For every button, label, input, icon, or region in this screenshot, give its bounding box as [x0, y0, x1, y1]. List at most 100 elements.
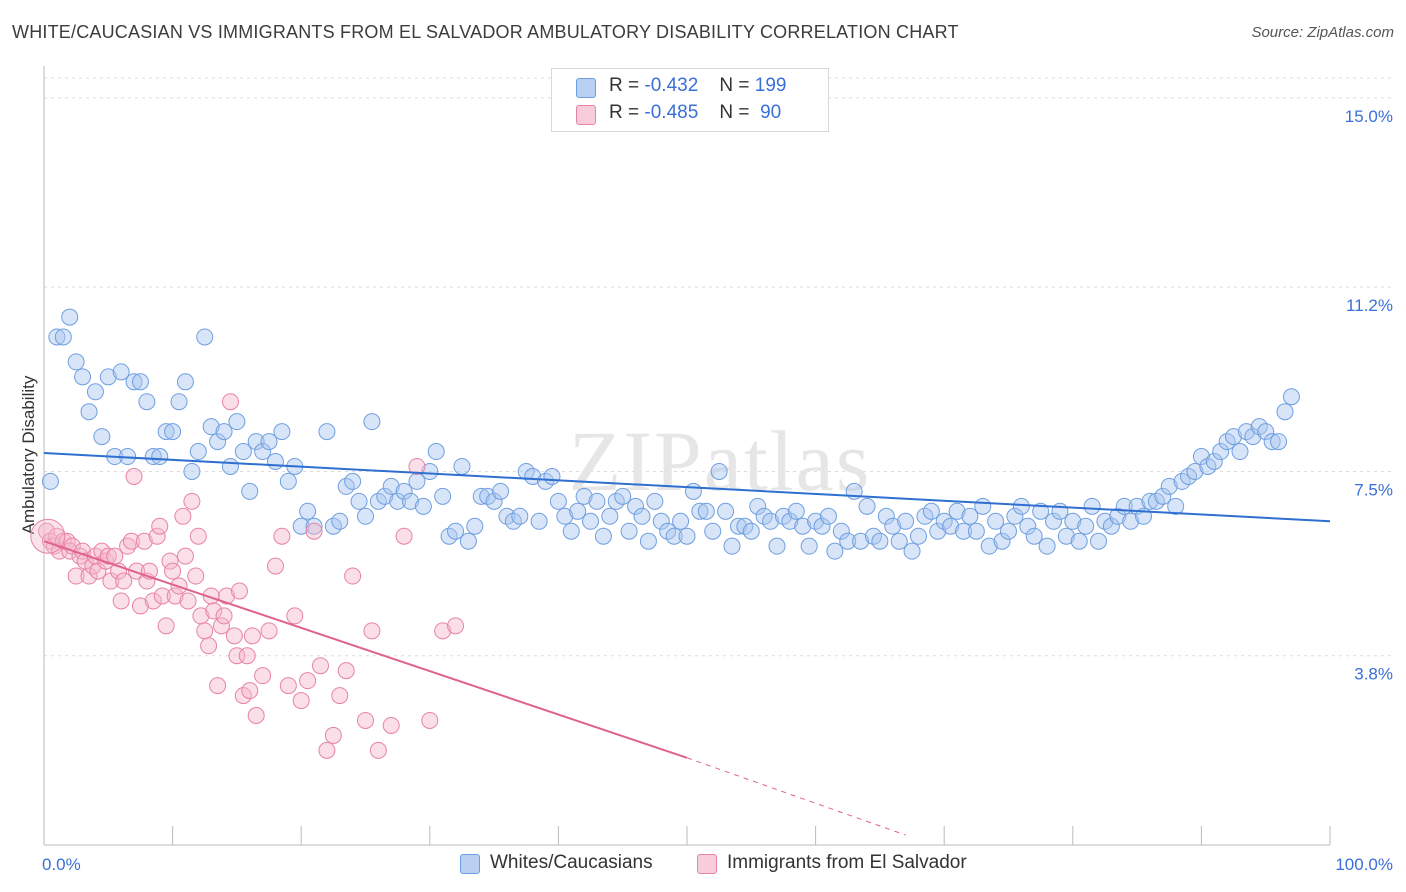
- data-point-whites: [665, 527, 683, 545]
- y-axis-label: Ambulatory Disability: [19, 375, 38, 534]
- x-tick-label-min: 0.0%: [42, 855, 81, 874]
- data-point-whites: [1231, 443, 1249, 461]
- y-tick-label: 15.0%: [1345, 107, 1393, 126]
- data-point-salvador: [179, 592, 197, 610]
- data-point-whites: [189, 443, 207, 461]
- data-point-whites: [897, 512, 915, 530]
- data-point-whites: [980, 537, 998, 555]
- data-point-whites: [948, 502, 966, 520]
- data-point-whites: [543, 467, 561, 485]
- data-point-whites: [1192, 448, 1210, 466]
- data-point-whites: [903, 542, 921, 560]
- data-point-salvador: [67, 567, 85, 585]
- data-point-salvador: [247, 707, 265, 725]
- data-point-whites: [183, 462, 201, 480]
- data-point-whites: [331, 512, 349, 530]
- data-point-whites: [672, 512, 690, 530]
- data-point-whites: [858, 497, 876, 515]
- source-label: Source: ZipAtlas.com: [1251, 24, 1394, 41]
- data-point-whites: [1109, 507, 1127, 525]
- data-point-whites: [151, 448, 169, 466]
- data-point-whites: [292, 517, 310, 535]
- data-point-whites: [646, 492, 664, 510]
- data-point-whites: [61, 308, 79, 326]
- data-point-salvador: [144, 592, 162, 610]
- data-point-whites: [93, 428, 111, 446]
- data-point-whites: [639, 532, 657, 550]
- data-point-whites: [112, 363, 130, 381]
- data-point-whites: [704, 522, 722, 540]
- data-point-whites: [125, 373, 143, 391]
- data-point-salvador: [305, 522, 323, 540]
- data-point-salvador: [292, 692, 310, 710]
- legend-n-label: N =: [719, 75, 750, 96]
- data-point-whites: [1070, 532, 1088, 550]
- data-point-salvador: [153, 587, 171, 605]
- data-point-whites: [273, 423, 291, 441]
- data-point-salvador: [200, 637, 218, 655]
- data-point-salvador: [202, 587, 220, 605]
- data-point-whites: [389, 492, 407, 510]
- data-point-salvador: [38, 522, 56, 540]
- data-point-whites: [215, 423, 233, 441]
- data-point-whites: [421, 462, 439, 480]
- series-legend-label: Immigrants from El Salvador: [727, 852, 967, 873]
- data-point-whites: [1000, 522, 1017, 540]
- y-tick-label: 3.8%: [1354, 665, 1393, 684]
- data-point-whites: [749, 497, 767, 515]
- data-point-whites: [99, 368, 117, 386]
- data-point-whites: [1205, 453, 1223, 470]
- data-point-whites: [67, 353, 85, 371]
- data-point-salvador: [382, 716, 400, 734]
- data-point-whites: [131, 373, 149, 391]
- stats-legend: R = -0.432 N = 199 R = -0.485 N = 90: [551, 68, 829, 132]
- data-point-whites: [691, 502, 709, 520]
- data-point-whites: [601, 507, 619, 525]
- data-point-whites: [247, 433, 265, 451]
- data-point-whites: [614, 487, 632, 505]
- data-point-salvador: [125, 467, 143, 485]
- data-point-salvador: [122, 532, 140, 550]
- data-point-whites: [1244, 428, 1262, 446]
- data-point-whites: [1045, 512, 1063, 530]
- data-point-whites: [1077, 517, 1095, 535]
- data-point-whites: [164, 423, 182, 441]
- series-legend-label: Whites/Caucasians: [490, 852, 653, 873]
- data-point-salvador: [61, 542, 79, 560]
- data-point-whites: [402, 492, 420, 510]
- data-point-whites: [74, 368, 92, 386]
- data-point-salvador: [189, 527, 207, 545]
- data-point-whites: [41, 472, 59, 490]
- data-point-whites: [1006, 507, 1024, 525]
- data-point-whites: [633, 507, 651, 525]
- data-point-salvador: [324, 726, 342, 744]
- data-point-salvador: [266, 557, 284, 575]
- data-point-salvador: [241, 682, 259, 700]
- data-point-whites: [723, 537, 741, 555]
- data-point-salvador: [209, 677, 227, 695]
- data-point-whites: [922, 502, 940, 520]
- data-point-whites: [1225, 428, 1243, 446]
- data-point-whites: [1212, 443, 1230, 461]
- data-point-whites: [1257, 423, 1275, 441]
- data-point-salvador-cluster: [30, 518, 66, 554]
- data-point-salvador: [447, 617, 465, 635]
- data-point-whites: [839, 532, 857, 550]
- data-point-salvador: [254, 667, 272, 685]
- data-point-salvador: [54, 532, 72, 550]
- data-point-whites: [1038, 537, 1056, 555]
- legend-swatch-blue: [576, 78, 596, 98]
- legend-r-label: R =: [609, 75, 640, 96]
- data-point-whites: [434, 487, 452, 505]
- data-point-whites: [254, 443, 272, 461]
- data-point-whites: [511, 507, 529, 525]
- data-point-whites: [781, 512, 799, 530]
- data-point-salvador: [148, 527, 166, 545]
- data-point-salvador: [196, 622, 214, 640]
- data-point-whites: [86, 383, 104, 401]
- data-point-whites: [562, 522, 580, 540]
- data-point-salvador: [221, 393, 239, 411]
- data-point-whites: [318, 423, 336, 441]
- data-point-whites: [800, 537, 818, 555]
- data-point-salvador: [337, 662, 355, 680]
